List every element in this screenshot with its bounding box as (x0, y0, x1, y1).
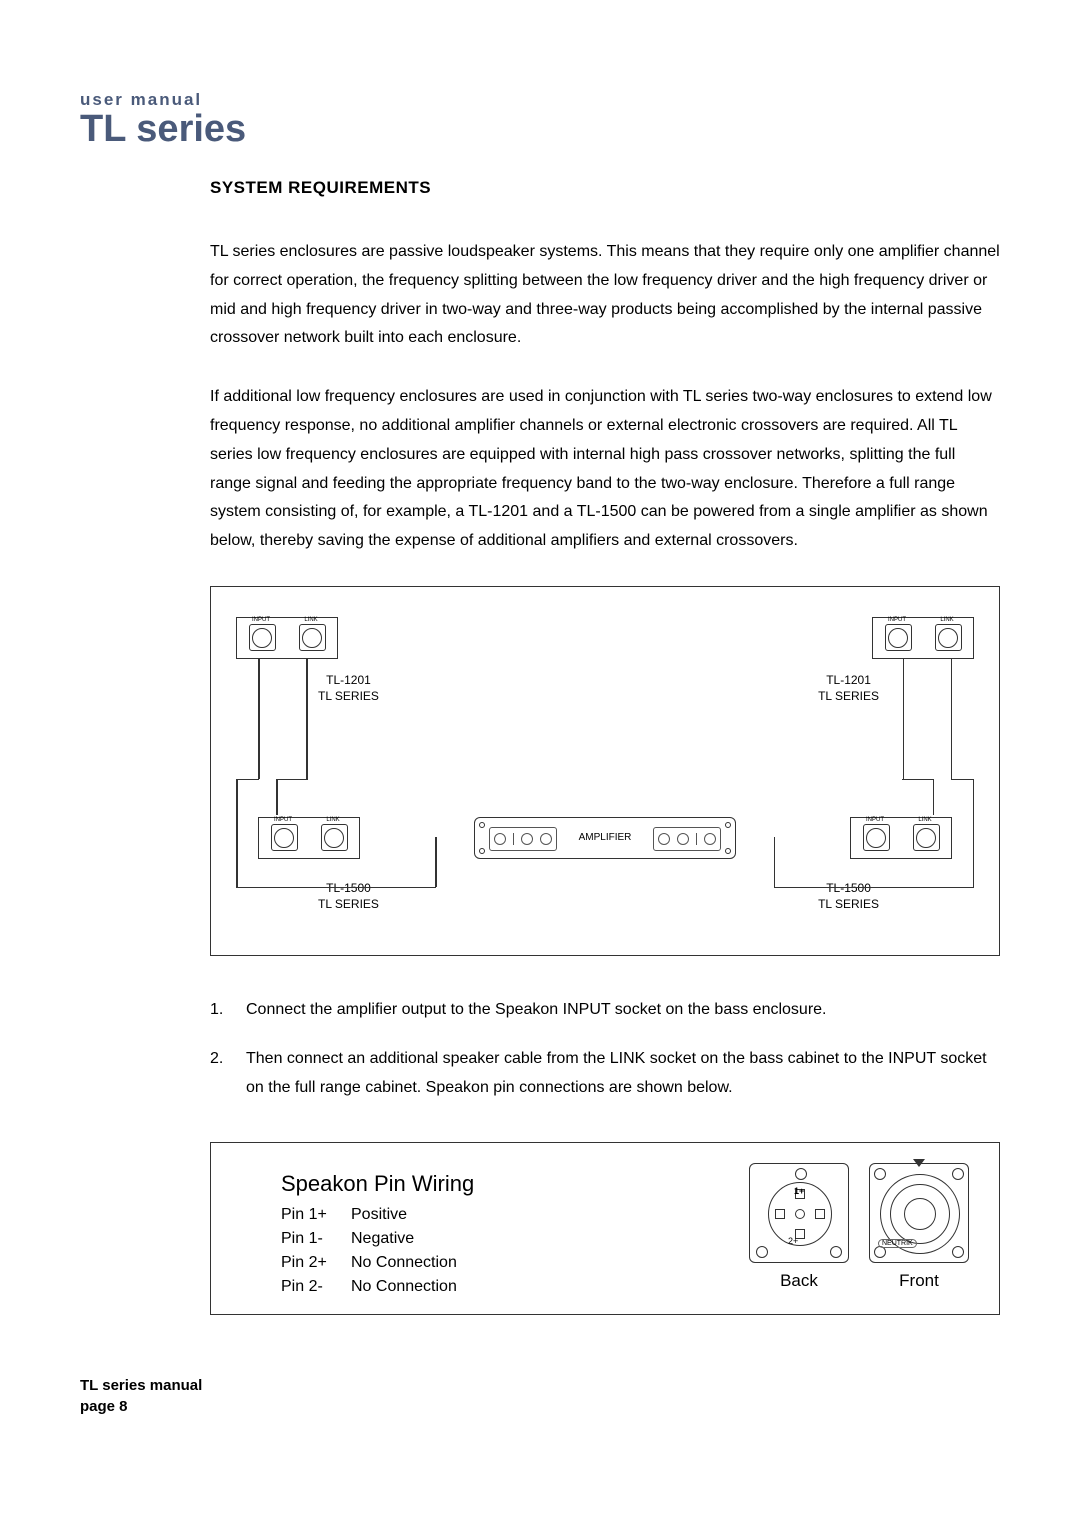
page-footer: TL series manual page 8 (80, 1375, 1000, 1417)
label-tl1201-right: TL-1201 TL SERIES (818, 672, 879, 704)
pin-row-3: Pin 2- No Connection (281, 1275, 749, 1299)
speaker-box-tl1201-left: INPUT LINK (236, 617, 338, 659)
connector-front-label: Front (899, 1271, 939, 1291)
list-text-2: Then connect an additional speaker cable… (246, 1045, 1000, 1103)
pin-row-0: Pin 1+ Positive (281, 1203, 749, 1227)
speaker-box-tl1500-left: INPUT LINK (258, 817, 360, 859)
list-num-1: 1. (210, 996, 228, 1025)
pin-wiring-figure: Speakon Pin Wiring Pin 1+ Positive Pin 1… (210, 1142, 1000, 1315)
list-num-2: 2. (210, 1045, 228, 1103)
speaker-box-tl1201-right: INPUT LINK (872, 617, 974, 659)
paragraph-1: TL series enclosures are passive loudspe… (80, 238, 1000, 353)
amplifier-box: AMPLIFIER (474, 817, 736, 859)
neutrik-brand-label: NEUTRIK (878, 1239, 917, 1248)
connector-front-diagram: NEUTRIK (869, 1163, 969, 1263)
speaker-box-tl1500-right: INPUT LINK (850, 817, 952, 859)
footer-line-2: page 8 (80, 1396, 1000, 1417)
header-title: TL series (80, 110, 1000, 148)
pin-wiring-title: Speakon Pin Wiring (281, 1171, 749, 1197)
pin-row-2: Pin 2+ No Connection (281, 1251, 749, 1275)
wiring-diagram-figure: INPUT LINK TL-1201 TL SERIES INPUT LINK … (210, 586, 1000, 956)
header-subtitle: user manual (80, 90, 1000, 110)
label-tl1201-left: TL-1201 TL SERIES (318, 672, 379, 704)
list-item-1: 1. Connect the amplifier output to the S… (210, 996, 1000, 1025)
connector-back-diagram: 1+ 2+ (749, 1163, 849, 1263)
connector-back-label: Back (780, 1271, 818, 1291)
label-tl1500-right: TL-1500 TL SERIES (818, 880, 879, 912)
label-tl1500-left: TL-1500 TL SERIES (318, 880, 379, 912)
footer-line-1: TL series manual (80, 1375, 1000, 1396)
instructions-list: 1. Connect the amplifier output to the S… (80, 996, 1000, 1102)
list-text-1: Connect the amplifier output to the Spea… (246, 996, 826, 1025)
list-item-2: 2. Then connect an additional speaker ca… (210, 1045, 1000, 1103)
section-heading: SYSTEM REQUIREMENTS (80, 178, 1000, 198)
amplifier-label: AMPLIFIER (579, 832, 632, 843)
paragraph-2: If additional low frequency enclosures a… (80, 383, 1000, 556)
pin-row-1: Pin 1- Negative (281, 1227, 749, 1251)
